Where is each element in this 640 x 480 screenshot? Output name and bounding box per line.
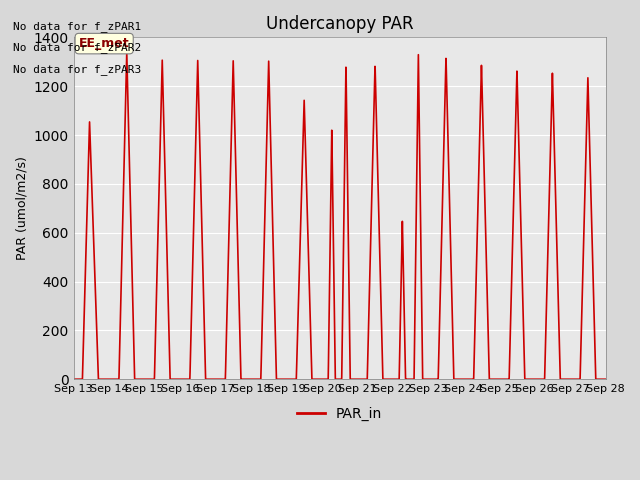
Text: No data for f_zPAR3: No data for f_zPAR3 xyxy=(13,64,141,75)
Text: EE_met: EE_met xyxy=(79,37,129,50)
Legend: PAR_in: PAR_in xyxy=(291,402,388,427)
Text: No data for f_zPAR1: No data for f_zPAR1 xyxy=(13,21,141,32)
Title: Undercanopy PAR: Undercanopy PAR xyxy=(266,15,413,33)
Text: No data for f_zPAR2: No data for f_zPAR2 xyxy=(13,42,141,53)
Y-axis label: PAR (umol/m2/s): PAR (umol/m2/s) xyxy=(15,156,28,260)
